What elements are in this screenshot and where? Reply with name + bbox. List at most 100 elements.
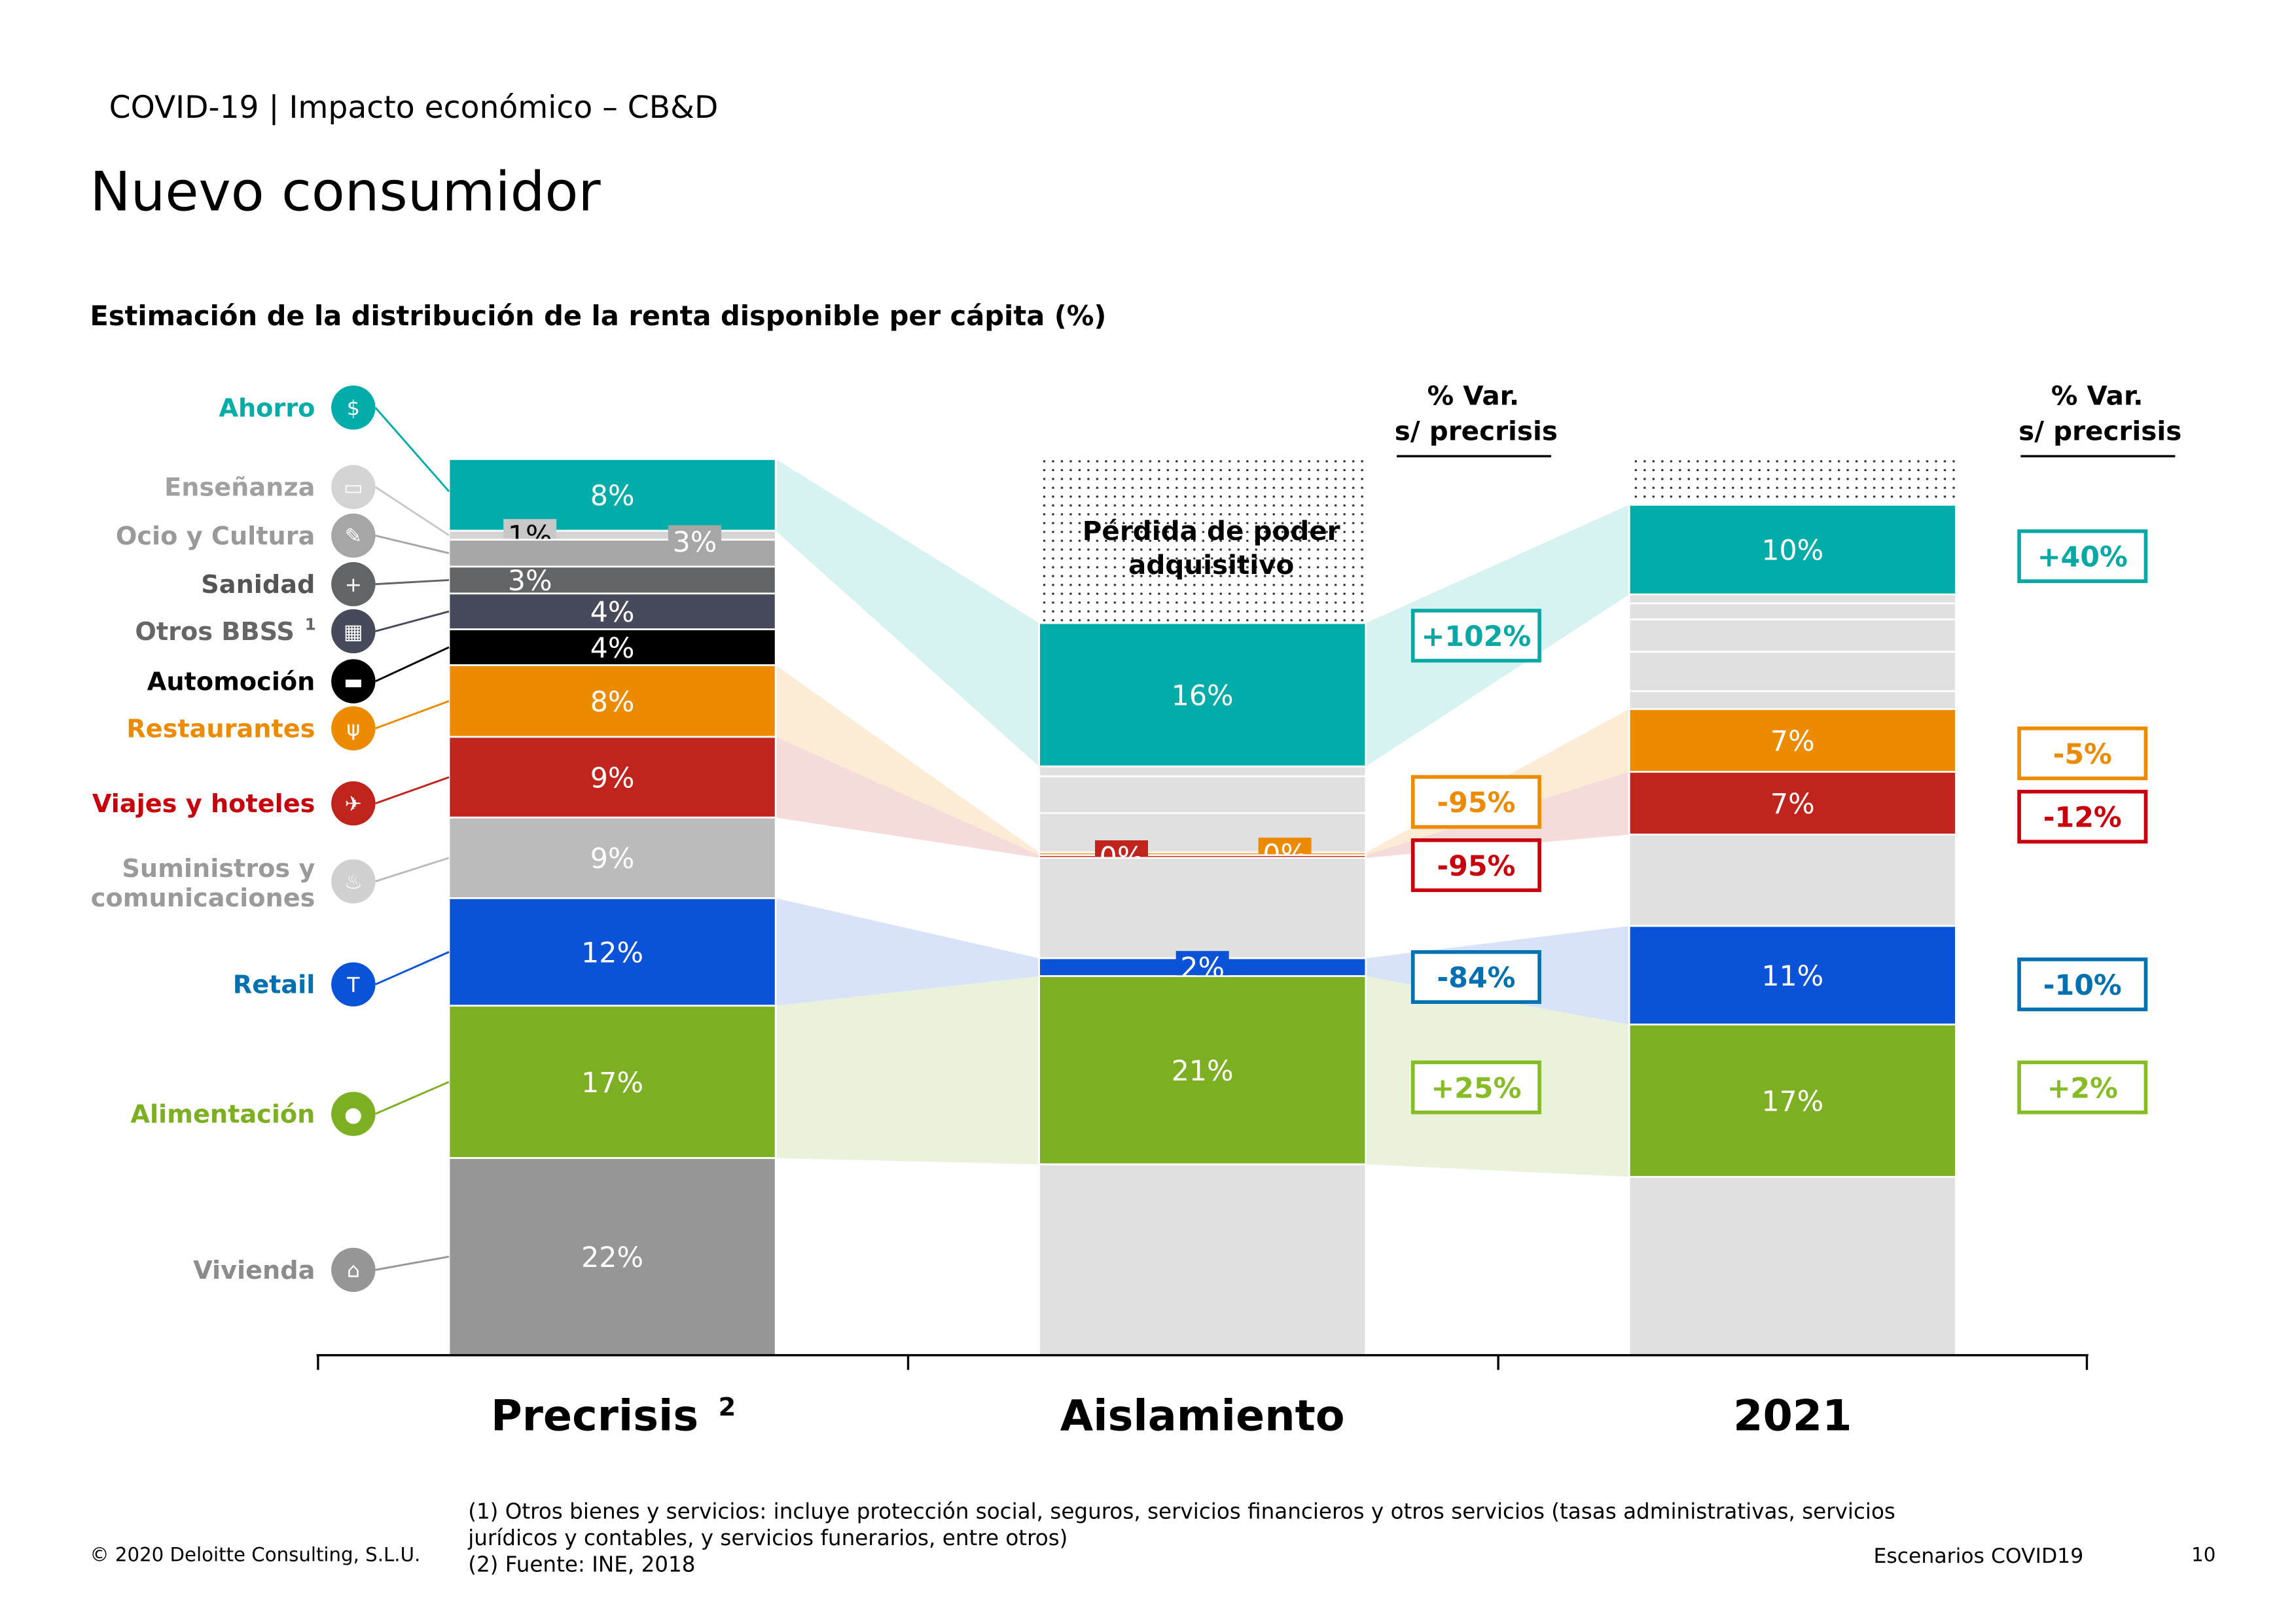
data-label: 16% bbox=[1172, 679, 1234, 712]
bar-segment-medicine-1 bbox=[1038, 812, 1367, 853]
var-header-line1: % Var. bbox=[2051, 380, 2144, 411]
legend-superscript: 1 bbox=[305, 615, 316, 633]
airplane-icon bbox=[331, 781, 376, 826]
data-label: 10% bbox=[1761, 535, 1823, 567]
variation-box bbox=[2017, 726, 2148, 781]
flame-icon-glyph: ♨ bbox=[344, 870, 363, 894]
car-icon bbox=[331, 659, 376, 704]
variation-box bbox=[1410, 950, 1541, 1004]
bar-segment-tshirt-0 bbox=[448, 897, 777, 1007]
tshirt-icon bbox=[331, 962, 376, 1007]
medicine-icon bbox=[331, 562, 376, 607]
bar-segment-money-bag-2 bbox=[1628, 503, 1957, 596]
variation-value: -84% bbox=[1437, 962, 1515, 995]
footnote-2: (2) Fuente: INE, 2018 bbox=[468, 1552, 695, 1577]
bar-segment-cutlery-0 bbox=[448, 664, 777, 738]
data-label-background bbox=[668, 525, 721, 558]
book-icon bbox=[331, 465, 376, 509]
bar-segment-book-0 bbox=[448, 529, 777, 541]
bar-segment-book-2 bbox=[1628, 593, 1957, 605]
variation-box bbox=[1410, 775, 1541, 829]
money-bag-icon-glyph: $ bbox=[347, 397, 360, 420]
purchasing-power-loss-area bbox=[1629, 459, 1956, 505]
variation-box bbox=[2017, 529, 2148, 583]
legend-label: Sanidad bbox=[201, 571, 315, 599]
bars: 8%16%10%1%3%3%4%4%8%0%7%9%0%7%9%12%2%11%… bbox=[448, 458, 1957, 1357]
book-icon-glyph: ▭ bbox=[344, 476, 363, 499]
section-header: COVID-19 | Impacto económico – CB&D bbox=[109, 90, 719, 126]
leader-line bbox=[375, 1080, 450, 1115]
variation-value: -12% bbox=[2043, 802, 2122, 834]
data-label: 12% bbox=[581, 936, 643, 969]
variation-value: +25% bbox=[1431, 1072, 1521, 1105]
bar-segment-flame-0 bbox=[448, 816, 777, 899]
bar-segment-book-1 bbox=[1038, 765, 1367, 777]
data-label: 21% bbox=[1172, 1055, 1234, 1088]
legend-label: Ahorro bbox=[219, 394, 315, 423]
footnote-1-line2: jurídicos y contables, y servicios funer… bbox=[467, 1525, 1067, 1550]
bar-segment-money-bag-0 bbox=[448, 458, 777, 532]
data-label: 22% bbox=[581, 1241, 643, 1274]
variation-boxes: +102% +40% -95% -5% -95% -12% -84% -10% +25% +2% bbox=[1410, 529, 2148, 1115]
loss-areas bbox=[1039, 459, 1956, 624]
variation-value: -95% bbox=[1437, 787, 1515, 819]
flow-band-tshirt bbox=[776, 898, 1039, 1006]
bar-segment-airplane-0 bbox=[448, 736, 777, 819]
bar-segment-car-0 bbox=[448, 628, 777, 666]
var-header-line2: s/ precrisis bbox=[2018, 415, 2181, 446]
grid-icon-glyph: ▦ bbox=[344, 620, 363, 644]
bar-segment-airplane-2 bbox=[1628, 771, 1957, 836]
flow-band-apple bbox=[776, 976, 1039, 1165]
variation-value: +102% bbox=[1422, 620, 1532, 653]
legend-label: comunicaciones bbox=[91, 884, 315, 913]
data-label: 17% bbox=[1761, 1086, 1823, 1118]
leader-line bbox=[374, 486, 450, 537]
apple-icon bbox=[331, 1092, 376, 1136]
leader-line bbox=[375, 857, 450, 883]
bar-segment-paintbrush-0 bbox=[448, 539, 777, 568]
leader-line bbox=[375, 535, 450, 554]
data-label: 7% bbox=[1770, 725, 1815, 758]
leader-line bbox=[374, 406, 450, 492]
legend-label: Otros BBSS bbox=[135, 618, 295, 647]
data-label: 7% bbox=[1770, 788, 1815, 821]
category-legend: $ Ahorro ▭ Enseñanza ✎ Ocio y Cultura + Sanidad… bbox=[91, 385, 450, 1293]
grid-icon bbox=[331, 609, 376, 654]
variation-box bbox=[1410, 1060, 1541, 1115]
flow-band-money-bag bbox=[776, 459, 1039, 767]
var-header-line2: s/ precrisis bbox=[1395, 415, 1558, 446]
document-name: Escenarios COVID19 bbox=[1873, 1544, 2083, 1568]
bar-segment-paintbrush-2 bbox=[1628, 602, 1957, 620]
legend-label: Ocio y Cultura bbox=[116, 522, 315, 551]
bar-segment-cutlery-2 bbox=[1628, 708, 1957, 773]
variation-box bbox=[2017, 789, 2148, 844]
x-tick-label-aislamiento: Aislamiento bbox=[1060, 1391, 1345, 1440]
copyright: © 2020 Deloitte Consulting, S.L.U. bbox=[90, 1544, 420, 1566]
data-label: 11% bbox=[1761, 960, 1823, 993]
leader-line bbox=[374, 646, 450, 683]
legend-label: Retail bbox=[233, 971, 315, 1000]
leader-line bbox=[375, 579, 450, 586]
var-header-line1: % Var. bbox=[1427, 380, 1520, 411]
variation-value: -10% bbox=[2043, 969, 2122, 1002]
legend-label: Viajes y hoteles bbox=[92, 790, 315, 819]
legend-label: Vivienda bbox=[193, 1257, 315, 1285]
x-axis: Precrisis 2 Aislamiento 2021 bbox=[316, 1354, 2089, 1440]
bar-segment-car-2 bbox=[1628, 690, 1957, 710]
variation-value: +2% bbox=[2047, 1072, 2118, 1105]
data-label: 8% bbox=[590, 686, 635, 719]
car-icon-glyph: ▬ bbox=[344, 670, 363, 694]
house-icon-glyph: ⌂ bbox=[347, 1259, 360, 1283]
money-bag-icon bbox=[331, 385, 376, 430]
bar-segment-medicine-2 bbox=[1628, 618, 1957, 653]
flame-icon bbox=[331, 859, 376, 904]
house-icon bbox=[331, 1247, 376, 1293]
leader-line bbox=[375, 610, 450, 632]
bar-segment-grid-2 bbox=[1628, 651, 1957, 692]
variation-value: -95% bbox=[1437, 850, 1515, 883]
data-label: 8% bbox=[590, 480, 635, 512]
legend-label: Suministros y bbox=[122, 855, 315, 883]
bar-segment-apple-2 bbox=[1628, 1024, 1957, 1178]
airplane-icon-glyph: ✈ bbox=[345, 793, 362, 816]
